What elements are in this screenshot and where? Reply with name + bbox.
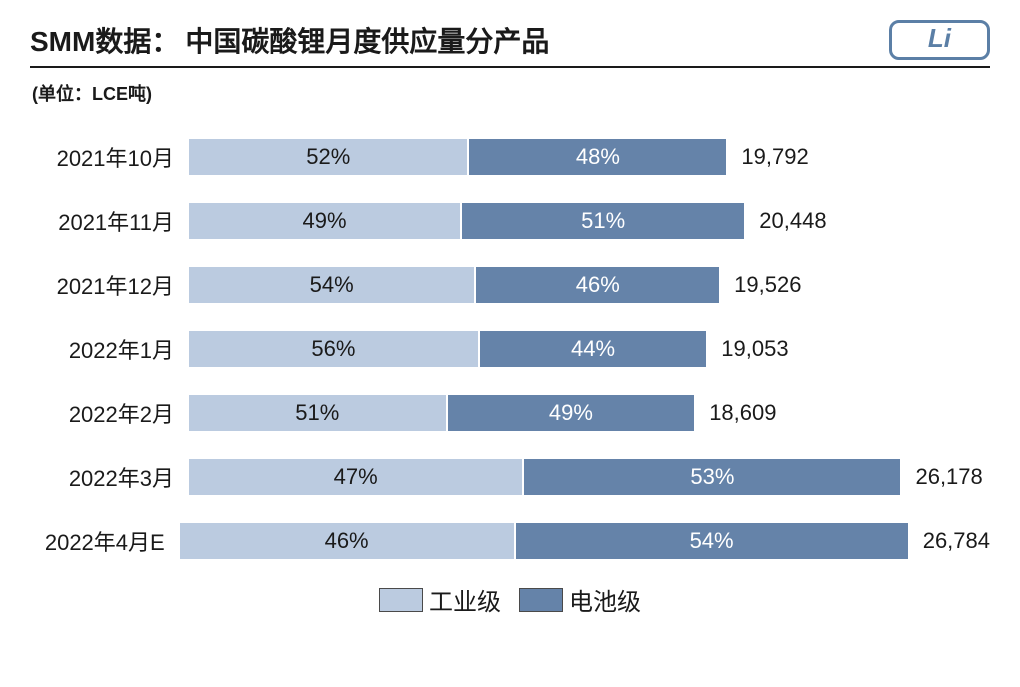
- bar-segment-battery: 51%: [461, 202, 745, 240]
- category-label: 2021年12月: [30, 269, 188, 301]
- chart-row: 2021年10月52%48%19,792: [30, 134, 990, 180]
- bar-segment-battery: 54%: [515, 522, 909, 560]
- bar-segment-battery: 44%: [479, 330, 707, 368]
- legend-item-industrial: 工业级: [379, 582, 501, 617]
- bar-track: 46%54%26,784: [179, 522, 990, 560]
- element-badge: Li: [889, 20, 990, 59]
- total-label: 18,609: [695, 400, 776, 426]
- total-label: 19,526: [720, 272, 801, 298]
- bar-track: 47%53%26,178: [188, 458, 983, 496]
- page: SMM数据：中国碳酸锂月度供应量分产品 Li (单位：LCE吨) 2021年10…: [0, 0, 1020, 627]
- bar-segment-industrial: 46%: [179, 522, 515, 560]
- legend-swatch-battery: [519, 588, 563, 612]
- legend-label-battery: 电池级: [569, 582, 641, 617]
- bar-track: 49%51%20,448: [188, 202, 918, 240]
- category-label: 2022年3月: [30, 461, 188, 493]
- bar-segment-industrial: 52%: [188, 138, 468, 176]
- stacked-bar: 46%54%: [179, 522, 909, 560]
- category-label: 2022年4月E: [30, 525, 179, 557]
- bar-segment-industrial: 47%: [188, 458, 523, 496]
- header: SMM数据：中国碳酸锂月度供应量分产品 Li: [30, 20, 990, 60]
- legend-item-battery: 电池级: [519, 582, 641, 617]
- bar-track: 54%46%19,526: [188, 266, 918, 304]
- chart-row: 2022年3月47%53%26,178: [30, 454, 990, 500]
- stacked-bar: 52%48%: [188, 138, 727, 176]
- bar-segment-industrial: 56%: [188, 330, 479, 368]
- bar-segment-industrial: 54%: [188, 266, 475, 304]
- total-label: 19,792: [727, 144, 808, 170]
- total-label: 19,053: [707, 336, 788, 362]
- chart-title: SMM数据：中国碳酸锂月度供应量分产品: [30, 20, 549, 60]
- stacked-bar: 56%44%: [188, 330, 707, 368]
- total-label: 26,784: [909, 528, 990, 554]
- category-label: 2021年11月: [30, 205, 188, 237]
- chart-row: 2022年4月E46%54%26,784: [30, 518, 990, 564]
- bar-track: 52%48%19,792: [188, 138, 918, 176]
- chart-row: 2021年11月49%51%20,448: [30, 198, 990, 244]
- title-rule: [30, 66, 990, 68]
- bar-segment-battery: 49%: [447, 394, 696, 432]
- chart-row: 2022年1月56%44%19,053: [30, 326, 990, 372]
- category-label: 2022年2月: [30, 397, 188, 429]
- bar-segment-battery: 48%: [468, 138, 727, 176]
- total-label: 26,178: [901, 464, 982, 490]
- stacked-bar: 54%46%: [188, 266, 720, 304]
- bar-segment-battery: 46%: [475, 266, 720, 304]
- legend-label-industrial: 工业级: [429, 582, 501, 617]
- stacked-bar: 49%51%: [188, 202, 745, 240]
- stacked-bar: 51%49%: [188, 394, 695, 432]
- unit-label: (单位：LCE吨): [32, 80, 990, 106]
- bar-segment-industrial: 51%: [188, 394, 447, 432]
- legend-swatch-industrial: [379, 588, 423, 612]
- category-label: 2022年1月: [30, 333, 188, 365]
- bar-segment-battery: 53%: [523, 458, 901, 496]
- legend: 工业级 电池级: [30, 582, 990, 617]
- title-prefix: SMM数据：: [30, 26, 179, 57]
- stacked-bar-chart: 2021年10月52%48%19,7922021年11月49%51%20,448…: [30, 134, 990, 564]
- bar-track: 51%49%18,609: [188, 394, 918, 432]
- total-label: 20,448: [745, 208, 826, 234]
- title-main: 中国碳酸锂月度供应量分产品: [185, 26, 549, 57]
- chart-row: 2022年2月51%49%18,609: [30, 390, 990, 436]
- bar-track: 56%44%19,053: [188, 330, 918, 368]
- chart-row: 2021年12月54%46%19,526: [30, 262, 990, 308]
- stacked-bar: 47%53%: [188, 458, 901, 496]
- category-label: 2021年10月: [30, 141, 188, 173]
- bar-segment-industrial: 49%: [188, 202, 461, 240]
